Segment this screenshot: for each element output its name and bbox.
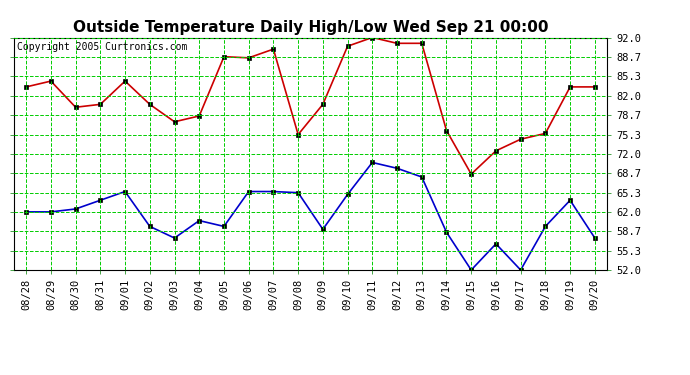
Text: Copyright 2005 Curtronics.com: Copyright 2005 Curtronics.com xyxy=(17,42,187,52)
Title: Outside Temperature Daily High/Low Wed Sep 21 00:00: Outside Temperature Daily High/Low Wed S… xyxy=(72,20,549,35)
